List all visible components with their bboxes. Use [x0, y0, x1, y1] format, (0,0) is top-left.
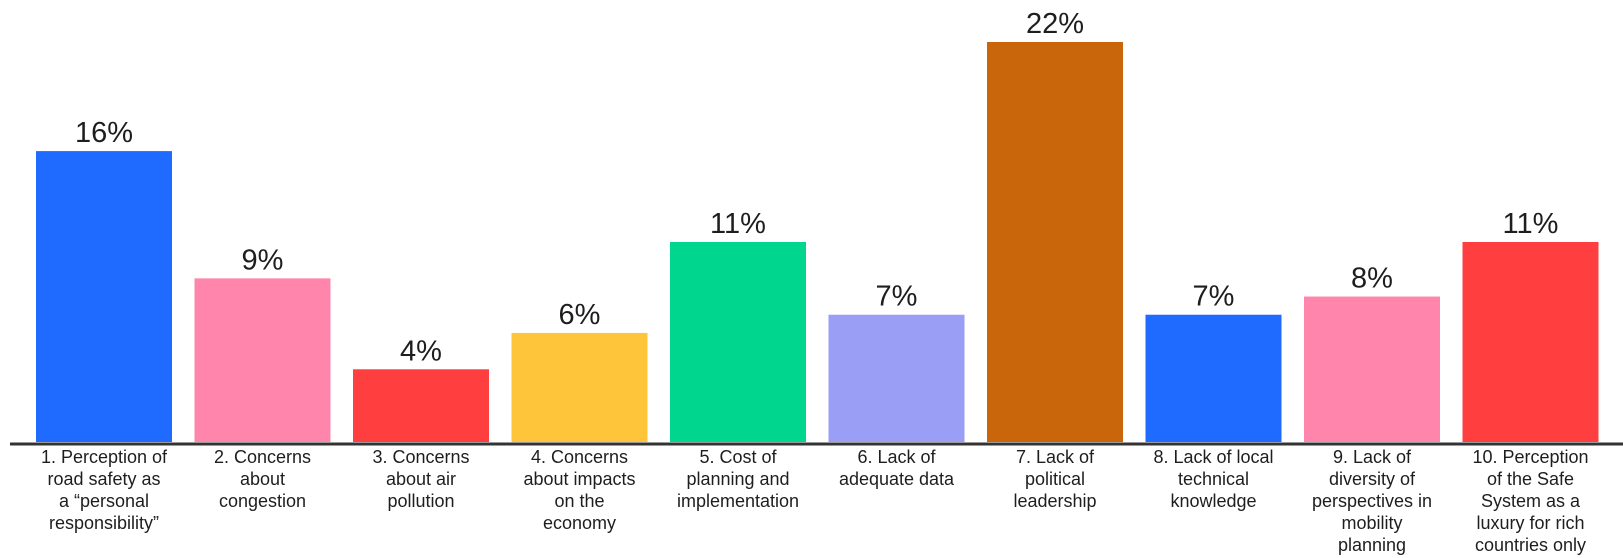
bar-8	[1145, 314, 1282, 442]
category-label-7: 7. Lack of political leadership	[980, 446, 1130, 512]
category-label-line: countries only	[1474, 535, 1587, 555]
category-label-line: about	[239, 469, 286, 489]
category-label-4: 4. Concerns about impacts on the economy	[505, 446, 655, 534]
category-label-line: 2. Concerns	[213, 447, 312, 467]
category-label-line: political	[1024, 469, 1086, 489]
category-label-line: implementation	[676, 491, 800, 511]
category-label-1: 1. Perception of road safety as a “persona…	[29, 446, 179, 534]
value-label-4: 6%	[559, 299, 601, 331]
category-label-9: 9. Lack of diversity of perspectives in mob…	[1297, 446, 1447, 556]
bar-1	[36, 151, 172, 442]
value-labels-group: 16% 9% 4% 6% 11% 7% 22% 7% 8% 11%	[75, 8, 1558, 367]
bar-5	[670, 242, 806, 442]
category-label-line: adequate data	[838, 469, 955, 489]
category-label-8: 8. Lack of local technical knowledge	[1139, 446, 1289, 512]
bar-3	[353, 369, 489, 442]
value-label-9: 8%	[1351, 263, 1393, 295]
category-label-line: 10. Perception	[1472, 447, 1589, 467]
value-label-2: 9%	[242, 244, 284, 276]
value-label-8: 7%	[1193, 281, 1235, 313]
category-label-line: 8. Lack of local	[1153, 447, 1274, 467]
category-label-line: economy	[542, 513, 617, 533]
category-label-line: pollution	[387, 491, 455, 511]
category-label-line: leadership	[1013, 491, 1097, 511]
category-label-line: congestion	[218, 491, 307, 511]
bars-group	[36, 42, 1599, 442]
category-label-line: planning	[1337, 535, 1407, 555]
value-label-3: 4%	[400, 335, 442, 367]
category-label-line: a “personal	[58, 491, 150, 511]
category-label-line: 3. Concerns	[372, 447, 470, 467]
category-label-line: 6. Lack of	[857, 447, 936, 467]
bar-7	[987, 42, 1123, 442]
category-label-line: mobility	[1341, 513, 1403, 533]
category-label-line: luxury for rich	[1476, 513, 1585, 533]
category-label-line: 7. Lack of	[1015, 447, 1095, 467]
category-label-line: about air	[385, 469, 457, 489]
value-label-5: 11%	[710, 208, 766, 240]
category-label-line: on the	[554, 491, 605, 511]
category-label-line: 5. Cost of	[699, 447, 777, 467]
category-label-line: about impacts	[523, 469, 636, 489]
bar-2	[194, 278, 331, 442]
category-label-5: 5. Cost of planning and implementation	[663, 446, 813, 512]
bar-10	[1462, 242, 1599, 442]
category-label-line: perspectives in	[1311, 491, 1433, 511]
category-label-line: 1. Perception of	[40, 447, 168, 467]
value-label-10: 11%	[1503, 208, 1559, 240]
category-label-3: 3. Concerns about air pollution	[346, 446, 496, 512]
bar-4	[511, 332, 648, 442]
category-label-line: planning and	[686, 469, 790, 489]
category-label-line: knowledge	[1170, 491, 1257, 511]
category-label-line: 9. Lack of	[1332, 447, 1412, 467]
category-label-10: 10. Perception of the Safe System as a luxu…	[1456, 446, 1606, 556]
category-label-line: 4. Concerns	[530, 447, 629, 467]
category-label-2: 2. Concerns about congestion	[188, 446, 338, 512]
bar-6	[828, 314, 965, 442]
bar-9	[1304, 296, 1440, 442]
category-label-line: technical	[1177, 469, 1250, 489]
category-label-line: responsibility”	[48, 513, 160, 533]
value-label-7: 22%	[1026, 8, 1084, 40]
category-label-line: of the Safe	[1486, 469, 1575, 489]
category-label-line: road safety as	[47, 469, 161, 489]
value-label-6: 7%	[876, 281, 918, 313]
category-label-line: diversity of	[1328, 469, 1416, 489]
category-label-6: 6. Lack of adequate data	[822, 446, 972, 490]
value-label-1: 16%	[75, 117, 133, 149]
category-label-line: System as a	[1480, 491, 1581, 511]
